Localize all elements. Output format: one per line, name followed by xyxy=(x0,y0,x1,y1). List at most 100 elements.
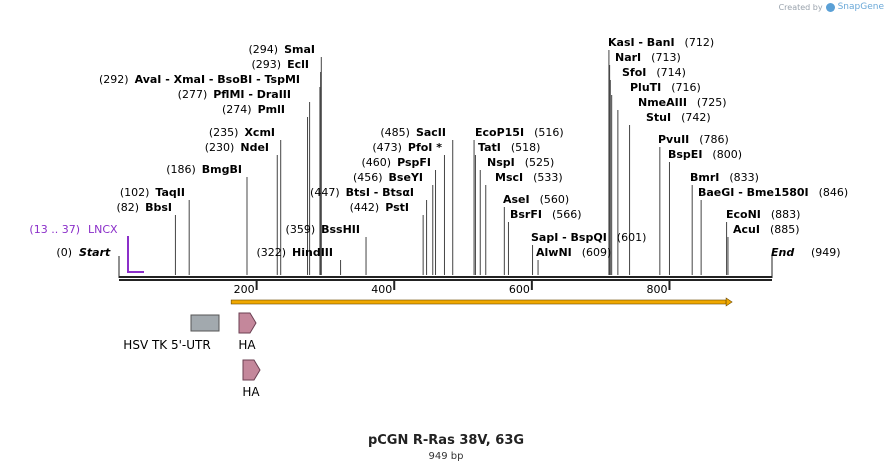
site-name: AcuI xyxy=(733,223,760,236)
site-label-sapi-bspqi[interactable]: SapI - BspQI (601) xyxy=(531,231,646,244)
site-label-psti[interactable]: PstI (442) xyxy=(350,201,409,214)
site-label-bsshii[interactable]: BssHII (359) xyxy=(286,223,360,236)
site-position: (82) xyxy=(117,201,140,214)
site-name: NarI xyxy=(615,51,641,64)
site-label-baegi-bme1580i[interactable]: BaeGI - Bme1580I (846) xyxy=(698,186,848,199)
site-position: (833) xyxy=(729,171,759,184)
site-name: SmaI xyxy=(284,43,315,56)
site-position: (716) xyxy=(671,81,701,94)
site-position: (725) xyxy=(697,96,727,109)
backbone-top-strand xyxy=(119,276,772,278)
site-position: (294) xyxy=(249,43,279,56)
site-label-btsi-bts-i[interactable]: BtsI - BtsαI (447) xyxy=(310,186,414,199)
primer-lncx-mark[interactable] xyxy=(127,236,144,273)
site-position: (447) xyxy=(310,186,340,199)
site-label-pflmi-draiii[interactable]: PflMI - DraIII (277) xyxy=(178,88,291,101)
site-label-nmeaiii[interactable]: NmeAIII (725) xyxy=(638,96,727,109)
site-name: PflMI - DraIII xyxy=(213,88,291,101)
site-position: (713) xyxy=(651,51,681,64)
site-label-xcmi[interactable]: XcmI (235) xyxy=(209,126,275,139)
backbone-bottom-strand xyxy=(119,279,772,281)
site-name: PfoI * xyxy=(408,141,442,154)
site-position: (516) xyxy=(534,126,564,139)
site-label-ndei[interactable]: NdeI (230) xyxy=(205,141,269,154)
site-position: (442) xyxy=(350,201,380,214)
site-label-bbsi[interactable]: BbsI (82) xyxy=(117,201,173,214)
site-label-nari[interactable]: NarI (713) xyxy=(615,51,681,64)
site-label-sacii[interactable]: SacII (485) xyxy=(380,126,446,139)
feature-label-ha-2: HA xyxy=(242,385,260,399)
site-label-ecli[interactable]: EclI (293) xyxy=(252,58,310,71)
site-label-pspfi[interactable]: PspFI (460) xyxy=(362,156,432,169)
site-label-taqii[interactable]: TaqII (102) xyxy=(120,186,185,199)
site-label-econi[interactable]: EcoNI (883) xyxy=(726,208,800,221)
site-label-pmli[interactable]: PmlI (274) xyxy=(222,103,285,116)
site-label-acui[interactable]: AcuI (885) xyxy=(733,223,800,236)
feature-hsv-tk-utr[interactable] xyxy=(190,314,220,332)
site-label-bseyi[interactable]: BseYI (456) xyxy=(353,171,423,184)
primer-name: LNCX xyxy=(88,223,118,236)
site-name: AlwNI xyxy=(536,246,572,259)
end-position: (949) xyxy=(811,246,841,259)
site-label-bmgbi[interactable]: BmgBI (186) xyxy=(166,163,242,176)
site-label-pfoi[interactable]: PfoI * (473) xyxy=(372,141,442,154)
site-position: (456) xyxy=(353,171,383,184)
site-label-bmri[interactable]: BmrI (833) xyxy=(690,171,759,184)
site-position: (883) xyxy=(771,208,801,221)
site-label-kasi-bani[interactable]: KasI - BanI (712) xyxy=(608,36,714,49)
site-name: BmgBI xyxy=(202,163,242,176)
site-label-ecop15i[interactable]: EcoP15I (516) xyxy=(475,126,564,139)
site-position: (102) xyxy=(120,186,150,199)
site-label-tati[interactable]: TatI (518) xyxy=(478,141,540,154)
site-position: (885) xyxy=(770,223,800,236)
site-name: EcoNI xyxy=(726,208,761,221)
site-name: TatI xyxy=(478,141,501,154)
credit: Created by SnapGene xyxy=(779,2,884,12)
site-label-pvuii[interactable]: PvuII (786) xyxy=(658,133,729,146)
site-name: BssHII xyxy=(321,223,360,236)
site-name: EcoP15I xyxy=(475,126,524,139)
site-name: BaeGI - Bme1580I xyxy=(698,186,809,199)
site-label-msci[interactable]: MscI (533) xyxy=(495,171,563,184)
site-position: (473) xyxy=(372,141,402,154)
feature-ha-1[interactable] xyxy=(238,312,257,334)
site-label-alwni[interactable]: AlwNI (609) xyxy=(536,246,611,259)
site-name: TaqII xyxy=(155,186,185,199)
site-label-pluti[interactable]: PluTI (716) xyxy=(630,81,701,94)
site-name: BsrFI xyxy=(510,208,542,221)
site-label-asei[interactable]: AseI (560) xyxy=(503,193,569,206)
site-position: (460) xyxy=(362,156,392,169)
feature-ha-2[interactable] xyxy=(242,359,261,381)
site-name: BseYI xyxy=(389,171,423,184)
primer-range: (13 .. 37) xyxy=(29,223,80,236)
site-label-nspi[interactable]: NspI (525) xyxy=(487,156,554,169)
site-label-hindiii[interactable]: HindIII (322) xyxy=(256,246,333,259)
site-label-sfoi[interactable]: SfoI (714) xyxy=(622,66,686,79)
feature-label-ha-1: HA xyxy=(238,338,256,352)
site-position: (274) xyxy=(222,103,252,116)
site-position: (846) xyxy=(819,186,849,199)
site-name: SapI - BspQI xyxy=(531,231,607,244)
site-name: KasI - BanI xyxy=(608,36,675,49)
site-name: PvuII xyxy=(658,133,689,146)
site-name: BmrI xyxy=(690,171,719,184)
site-position: (742) xyxy=(681,111,711,124)
sequence-length: 949 bp xyxy=(428,451,464,462)
site-label-bsrfi[interactable]: BsrFI (566) xyxy=(510,208,582,221)
site-name: BtsI - BtsαI xyxy=(346,186,414,199)
site-position: (485) xyxy=(380,126,410,139)
feature-label-hsv-tk-utr: HSV TK 5'-UTR xyxy=(123,338,210,352)
site-name: PstI xyxy=(385,201,409,214)
site-label-smai[interactable]: SmaI (294) xyxy=(249,43,316,56)
site-position: (359) xyxy=(286,223,316,236)
site-position: (714) xyxy=(656,66,686,79)
site-label-bspei[interactable]: BspEI (800) xyxy=(668,148,742,161)
orf-bar[interactable] xyxy=(230,299,727,305)
site-name: EclI xyxy=(287,58,309,71)
site-label-stui[interactable]: StuI (742) xyxy=(646,111,711,124)
site-position: (601) xyxy=(617,231,647,244)
site-label-avai-xmai-bsobi-tspmi[interactable]: AvaI - XmaI - BsoBI - TspMI (292) xyxy=(99,73,300,86)
site-name: PluTI xyxy=(630,81,661,94)
site-position: (712) xyxy=(685,36,715,49)
